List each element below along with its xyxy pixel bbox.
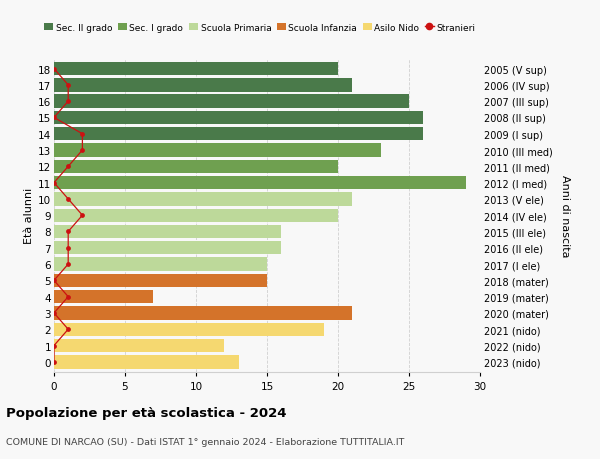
Y-axis label: Anni di nascita: Anni di nascita xyxy=(560,174,569,257)
Point xyxy=(77,131,87,138)
Point xyxy=(49,309,59,317)
Point xyxy=(64,261,73,268)
Bar xyxy=(54,323,324,336)
Point xyxy=(77,212,87,219)
Point xyxy=(49,342,59,349)
Text: Popolazione per età scolastica - 2024: Popolazione per età scolastica - 2024 xyxy=(6,406,287,419)
Point xyxy=(77,147,87,154)
Bar xyxy=(54,95,409,109)
Point xyxy=(49,114,59,122)
Point xyxy=(49,66,59,73)
Point xyxy=(64,326,73,333)
Bar xyxy=(54,79,352,92)
Bar xyxy=(54,241,281,255)
Y-axis label: Età alunni: Età alunni xyxy=(24,188,34,244)
Point xyxy=(64,245,73,252)
Bar xyxy=(54,355,239,369)
Bar xyxy=(54,128,423,141)
Point xyxy=(64,293,73,301)
Bar xyxy=(54,291,154,304)
Point xyxy=(64,163,73,171)
Point xyxy=(49,277,59,285)
Bar xyxy=(54,307,352,320)
Point xyxy=(64,82,73,90)
Bar xyxy=(54,112,423,125)
Bar xyxy=(54,63,338,76)
Bar xyxy=(54,177,466,190)
Point xyxy=(64,228,73,235)
Text: COMUNE DI NARCAO (SU) - Dati ISTAT 1° gennaio 2024 - Elaborazione TUTTITALIA.IT: COMUNE DI NARCAO (SU) - Dati ISTAT 1° ge… xyxy=(6,437,404,446)
Bar xyxy=(54,160,338,174)
Point xyxy=(64,98,73,106)
Point xyxy=(64,196,73,203)
Bar xyxy=(54,225,281,239)
Point xyxy=(49,358,59,366)
Point xyxy=(49,179,59,187)
Legend: Sec. II grado, Sec. I grado, Scuola Primaria, Scuola Infanzia, Asilo Nido, Stran: Sec. II grado, Sec. I grado, Scuola Prim… xyxy=(44,23,475,33)
Bar xyxy=(54,144,380,157)
Bar xyxy=(54,193,352,206)
Bar xyxy=(54,258,267,271)
Bar xyxy=(54,339,224,353)
Bar xyxy=(54,209,338,223)
Bar xyxy=(54,274,267,287)
